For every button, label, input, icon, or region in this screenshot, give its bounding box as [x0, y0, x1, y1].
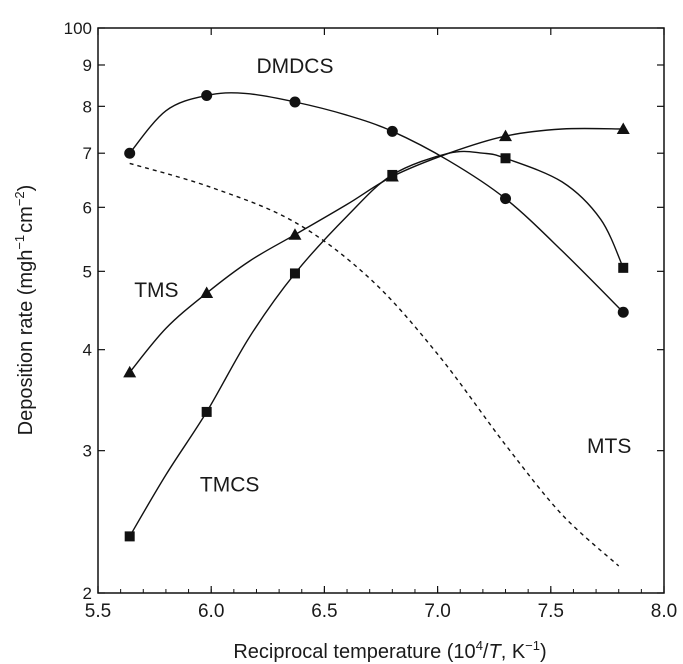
tmcs-label: TMCS [200, 474, 260, 497]
dmdcs-point [201, 90, 213, 102]
dmdcs-label: DMDCS [256, 55, 333, 78]
plot-frame [97, 27, 665, 594]
dmdcs-point [617, 306, 629, 318]
x-tick-label: 8.0 [651, 601, 677, 622]
tms-label: TMS [134, 279, 178, 302]
series-markers [123, 90, 630, 542]
y-tick-label: 4 [83, 341, 92, 360]
y-tick-label: 6 [83, 198, 92, 217]
x-tick-label: 5.5 [85, 601, 111, 622]
mts-curve [129, 162, 620, 567]
tms-point [123, 365, 137, 378]
series-annotations: DMDCS TMS TMCS MTS [134, 55, 631, 497]
tms-point [616, 122, 630, 134]
y-tick-label: 5 [83, 262, 92, 281]
tmcs-point [201, 406, 212, 417]
tmcs-point [387, 169, 398, 180]
x-tick-label: 6.0 [198, 601, 224, 622]
dmdcs-point [289, 96, 301, 108]
x-axis-ticks: 5.5 6.0 6.5 7.0 7.5 8.0 [85, 28, 677, 622]
dmdcs-point [500, 193, 512, 205]
y-axis-label: Deposition rate (mgh−1cm−2) [12, 185, 37, 436]
y-tick-label: 7 [83, 144, 92, 163]
mts-label: MTS [587, 435, 631, 458]
dmdcs-point [386, 125, 398, 137]
tmcs-point [124, 531, 135, 542]
y-tick-label: 9 [83, 56, 92, 75]
y-axis-ticks: 2 3 4 5 6 7 8 9 100 [64, 19, 664, 603]
x-tick-label: 7.0 [424, 601, 450, 622]
y-tick-label: 8 [83, 97, 92, 116]
tmcs-point [500, 153, 511, 164]
y-tick-label: 3 [83, 442, 92, 461]
y-tick-label: 100 [64, 19, 92, 38]
dmdcs-curve [129, 92, 624, 313]
x-tick-label: 7.5 [538, 601, 564, 622]
x-tick-label: 6.5 [311, 601, 337, 622]
tms-point [499, 129, 513, 142]
tmcs-point [289, 268, 300, 279]
x-axis-label: Reciprocal temperature (104/T, K−1) [233, 638, 546, 663]
y-tick-label: 2 [83, 584, 92, 603]
tms-point [200, 286, 214, 299]
tmcs-point [618, 262, 629, 273]
dmdcs-point [124, 147, 136, 159]
tms-point [288, 228, 302, 240]
tms-curve [129, 127, 624, 373]
